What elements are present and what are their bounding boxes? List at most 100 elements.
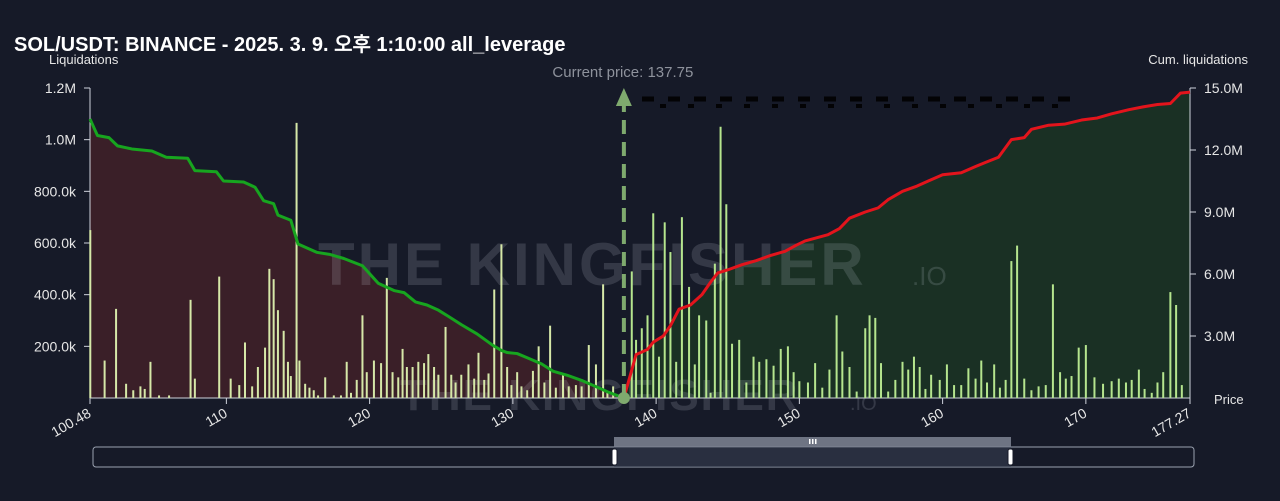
- liquidation-bar: [89, 230, 92, 398]
- liquidation-bar: [1070, 376, 1073, 398]
- liquidation-bar: [635, 339, 638, 398]
- liquidation-bar: [304, 383, 307, 398]
- liquidation-bar: [444, 326, 447, 398]
- current-price-label: Current price: 137.75: [552, 64, 693, 81]
- liquidation-bar: [361, 315, 364, 398]
- x-tick-label: 170: [1061, 405, 1089, 431]
- liquidation-bar: [189, 299, 192, 398]
- y-tick-label: 1.2M: [45, 80, 76, 96]
- liquidation-bar: [874, 317, 877, 398]
- x-axis-title: Price: [1214, 392, 1244, 407]
- liquidation-bar: [998, 387, 1001, 398]
- liquidation-bar: [758, 361, 761, 398]
- liquidation-bar: [894, 379, 897, 398]
- liquidation-bar: [149, 361, 152, 398]
- liquidation-bar: [339, 395, 342, 398]
- liquidation-bar: [349, 392, 352, 398]
- liquidation-bar: [218, 276, 221, 398]
- liquidation-bar: [549, 325, 552, 398]
- liquidation-bar: [924, 388, 927, 398]
- liquidation-bar: [132, 390, 135, 398]
- y-tick-label: 200.0k: [34, 338, 77, 354]
- liquidation-bar: [332, 395, 335, 398]
- liquidation-bar: [953, 385, 956, 398]
- liquidation-bar: [640, 328, 643, 398]
- liquidation-bar: [168, 395, 171, 398]
- liquidation-bar: [115, 308, 118, 398]
- liquidation-bar: [1162, 372, 1165, 398]
- liquidation-bar: [1130, 379, 1133, 398]
- grip-line-2: [812, 439, 814, 444]
- liquidation-bar: [308, 387, 311, 398]
- liquidation-bar: [500, 244, 503, 398]
- liquidation-bar: [531, 370, 534, 398]
- liquidation-bar: [1137, 369, 1140, 398]
- liquidation-bar: [864, 328, 867, 398]
- liquidation-bar: [268, 268, 271, 398]
- y2-tick-label: 15.0M: [1204, 80, 1243, 96]
- range-handle-right[interactable]: [1007, 448, 1014, 466]
- liquidation-bar: [725, 204, 728, 398]
- watermark: THE KINGFISHER .IO THE KINGFISHER .IO: [318, 231, 947, 420]
- range-handle-left[interactable]: [611, 448, 618, 466]
- liquidation-bar: [868, 315, 871, 398]
- liquidation-bar: [264, 347, 267, 398]
- liquidation-bar: [1124, 382, 1127, 398]
- watermark-suffix-lower: .IO: [850, 393, 877, 415]
- liquidation-bar: [786, 346, 789, 398]
- liquidation-bar: [1175, 305, 1178, 398]
- liquidation-bar: [1064, 378, 1067, 398]
- y-tick-label: 800.0k: [34, 183, 77, 199]
- liquidation-bar: [427, 354, 430, 398]
- liquidation-bar: [437, 374, 440, 398]
- cum-liquidation-fill-right: [623, 92, 1190, 398]
- liquidation-bar: [705, 320, 708, 398]
- liquidation-bar: [276, 310, 279, 398]
- liquidation-bar: [158, 395, 161, 398]
- liquidation-bar: [930, 374, 933, 398]
- liquidation-bar: [765, 359, 768, 398]
- liquidation-bar: [238, 385, 241, 398]
- grip-line-3: [815, 439, 817, 444]
- liquidation-bar: [657, 356, 660, 398]
- y-tick-label: 1.0M: [45, 132, 76, 148]
- liquidation-bar: [745, 382, 748, 398]
- liquidation-bar: [1010, 261, 1013, 398]
- x-tick-label: 100.48: [48, 405, 93, 440]
- liquidation-bar: [272, 279, 275, 398]
- liquidation-bar: [580, 386, 583, 398]
- liquidation-bar: [980, 360, 983, 398]
- liquidation-bar: [1093, 377, 1096, 398]
- liquidation-bar: [1150, 392, 1153, 398]
- watermark-text: THE KINGFISHER: [318, 231, 867, 298]
- liquidation-bar: [646, 315, 649, 398]
- cum-liquidation-line-left: [88, 118, 625, 400]
- liquidation-bar: [282, 330, 285, 398]
- liquidation-bar: [1037, 386, 1040, 398]
- liquidation-bar: [945, 364, 948, 398]
- liquidation-bar: [567, 386, 570, 398]
- liquidation-bar: [594, 364, 597, 398]
- liquidation-bar: [967, 368, 970, 398]
- liquidation-bar: [510, 385, 513, 398]
- liquidation-bar: [537, 346, 540, 398]
- liquidation-bar: [960, 385, 963, 398]
- chart-title: SOL/USDT: BINANCE - 2025. 3. 9. 오후 1:10:…: [14, 34, 566, 56]
- liquidation-bar: [1156, 382, 1159, 398]
- liquidation-bar: [385, 277, 388, 398]
- liquidation-bar: [1023, 378, 1026, 398]
- liquidation-bar: [1102, 383, 1105, 398]
- liquidation-bar: [355, 379, 358, 398]
- y-tick-label: 400.0k: [34, 287, 77, 303]
- y2-tick-label: 9.0M: [1204, 204, 1235, 220]
- liquidation-bar: [855, 391, 858, 398]
- liquidation-bar: [772, 365, 775, 398]
- cum-liquidation-line-right: [622, 90, 1191, 399]
- liquidation-bar: [938, 379, 941, 398]
- liquidation-bar: [912, 356, 915, 398]
- liquidation-bar: [397, 377, 400, 398]
- liquidation-bar: [143, 388, 146, 398]
- liquidation-bar: [779, 348, 782, 398]
- liquidation-bar: [506, 367, 509, 398]
- liquidation-bar: [709, 392, 712, 398]
